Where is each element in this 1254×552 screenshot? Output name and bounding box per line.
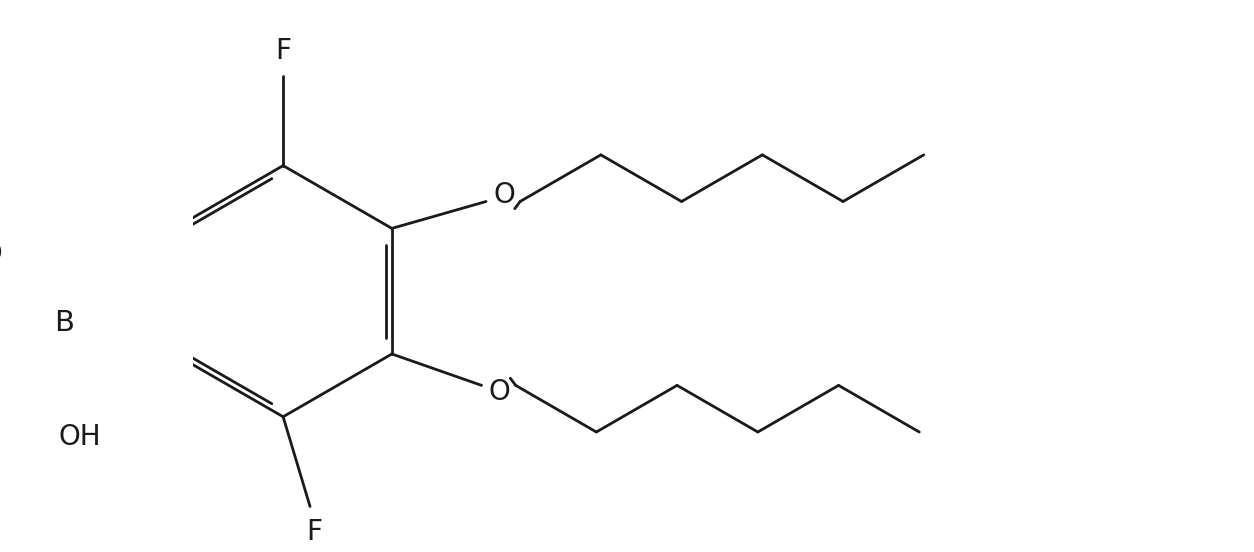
Text: F: F: [306, 518, 322, 545]
Text: F: F: [275, 37, 291, 65]
Text: O: O: [489, 378, 510, 406]
Text: B: B: [54, 309, 74, 337]
Text: OH: OH: [59, 423, 102, 452]
Text: O: O: [493, 181, 515, 209]
Text: HO: HO: [0, 240, 3, 268]
